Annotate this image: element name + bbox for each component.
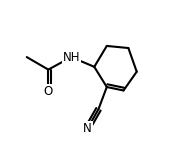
Text: O: O xyxy=(44,85,53,98)
Text: NH: NH xyxy=(62,51,80,64)
Text: N: N xyxy=(83,122,92,135)
